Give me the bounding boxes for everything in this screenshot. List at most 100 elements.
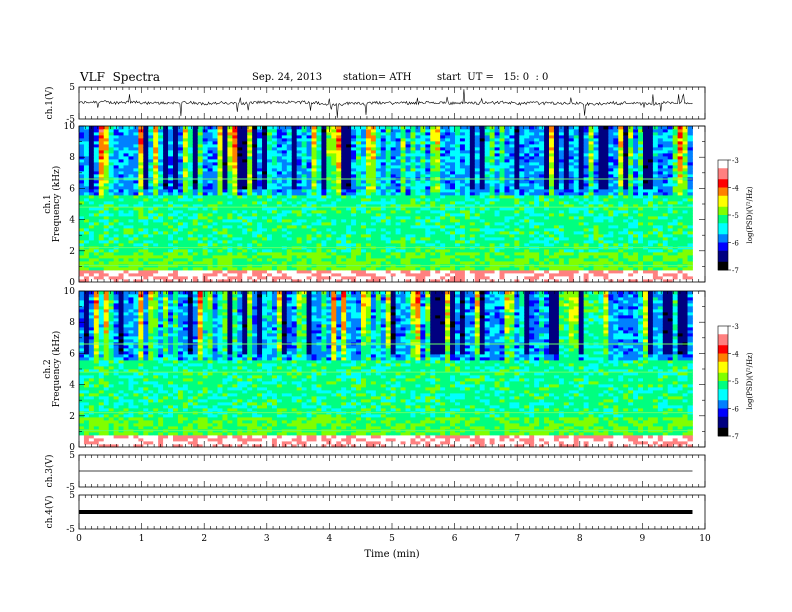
- spectrogram-cell: [306, 207, 312, 211]
- spectrogram-cell: [113, 183, 119, 187]
- spectrogram-cell: [440, 225, 446, 229]
- spectrogram-cell: [450, 240, 456, 244]
- spectrogram-cell: [351, 126, 357, 130]
- spectrogram-cell: [420, 129, 426, 133]
- spectrogram-cell: [192, 174, 199, 178]
- spectrogram-cell: [128, 213, 134, 217]
- spectrogram-cell: [103, 267, 110, 271]
- spectrogram-cell: [93, 228, 100, 232]
- spectrogram-cell: [296, 279, 303, 283]
- spectrogram-cell: [202, 165, 209, 169]
- spectrogram-cell: [301, 201, 307, 205]
- spectrogram-cell: [519, 138, 525, 142]
- spectrogram-cell: [499, 189, 505, 193]
- spectrogram-cell: [237, 222, 243, 226]
- spectrogram-cell: [138, 273, 144, 277]
- spectrogram-cell: [445, 234, 451, 238]
- spectrogram-cell: [385, 171, 392, 175]
- spectrogram-cell: [395, 249, 401, 253]
- spectrogram-cell: [435, 168, 441, 172]
- spectrogram-cell: [222, 219, 228, 223]
- spectrogram-cell: [494, 270, 500, 274]
- spectrogram-cell: [192, 219, 199, 223]
- spectrogram-cell: [257, 237, 263, 241]
- spectrogram-cell: [415, 276, 421, 280]
- spectrogram-cell: [232, 249, 238, 253]
- spectrogram-cell: [93, 213, 100, 217]
- spectrogram-cell: [168, 204, 174, 208]
- spectrogram-cell: [296, 174, 303, 178]
- spectrogram-cell: [173, 210, 179, 214]
- spectrogram-cell: [489, 258, 495, 262]
- spectrogram-cell: [93, 168, 100, 172]
- spectrogram-cell: [262, 147, 268, 151]
- spectrogram-cell: [469, 273, 476, 277]
- spectrogram-cell: [197, 276, 204, 280]
- spectrogram-cell: [267, 270, 273, 274]
- spectrogram-cell: [311, 150, 317, 154]
- spectrogram-cell: [331, 273, 337, 277]
- spectrogram-cell: [420, 207, 426, 211]
- spectrogram-cell: [336, 231, 342, 235]
- spectrogram-cell: [356, 129, 362, 133]
- spectrogram-cell: [435, 234, 441, 238]
- spectrogram-cell: [301, 171, 307, 175]
- spectrogram-cell: [262, 201, 268, 205]
- spectrogram-cell: [415, 234, 421, 238]
- spectrogram-cell: [286, 192, 293, 196]
- spectrogram-cell: [93, 156, 100, 160]
- spectrogram-cell: [395, 180, 401, 184]
- spectrogram-cell: [271, 240, 278, 244]
- spectrogram-cell: [395, 147, 401, 151]
- spectrogram-cell: [192, 135, 199, 139]
- spectrogram-cell: [83, 219, 90, 223]
- spectrogram-cell: [271, 183, 278, 187]
- spectrogram-cell: [177, 267, 184, 271]
- spectrogram-cell: [281, 171, 288, 175]
- spectrogram-cell: [158, 237, 164, 241]
- spectrogram-cell: [262, 273, 268, 277]
- spectrogram-cell: [103, 210, 110, 214]
- spectrogram-cell: [509, 195, 515, 199]
- spectrogram-cell: [197, 237, 204, 241]
- spectrogram-cell: [247, 126, 253, 130]
- spectrogram-cell: [291, 135, 298, 139]
- spectrogram-cell: [489, 183, 495, 187]
- spectrogram-cell: [267, 231, 273, 235]
- spectrogram-cell: [212, 204, 218, 208]
- spectrogram-cell: [504, 144, 510, 148]
- spectrogram-cell: [469, 219, 476, 223]
- spectrogram-cell: [281, 243, 288, 247]
- spectrogram-cell: [504, 168, 510, 172]
- spectrogram-cell: [227, 231, 233, 235]
- spectrogram-cell: [390, 222, 397, 226]
- spectrogram-cell: [163, 279, 169, 283]
- spectrogram-cell: [173, 201, 179, 205]
- spectrogram-cell: [83, 141, 90, 145]
- spectrogram-cell: [207, 273, 213, 277]
- spectrogram-cell: [242, 270, 248, 274]
- spectrogram-cell: [118, 252, 124, 256]
- spectrogram-cell: [252, 249, 258, 253]
- spectrogram-cell: [425, 252, 431, 256]
- spectrogram-cell: [177, 240, 184, 244]
- spectrogram-cell: [267, 207, 273, 211]
- spectrogram-cell: [88, 270, 95, 274]
- spectrogram-cell: [336, 198, 342, 202]
- spectrogram-cell: [113, 255, 119, 259]
- spectrogram-cell: [524, 231, 530, 235]
- spectrogram-cell: [499, 234, 505, 238]
- spectrogram-cell: [168, 126, 174, 130]
- spectrogram-cell: [549, 243, 555, 247]
- spectrogram-cell: [326, 279, 332, 283]
- spectrogram-cell: [430, 240, 436, 244]
- spectrogram-cell: [331, 249, 337, 253]
- spectrogram-cell: [455, 186, 461, 190]
- spectrogram-cell: [296, 216, 303, 220]
- spectrogram-cell: [519, 180, 525, 184]
- spectrogram-cell: [182, 195, 189, 199]
- spectrogram-cell: [534, 273, 540, 277]
- spectrogram-cell: [168, 159, 174, 163]
- spectrogram-cell: [425, 273, 431, 277]
- spectrogram-cell: [524, 201, 530, 205]
